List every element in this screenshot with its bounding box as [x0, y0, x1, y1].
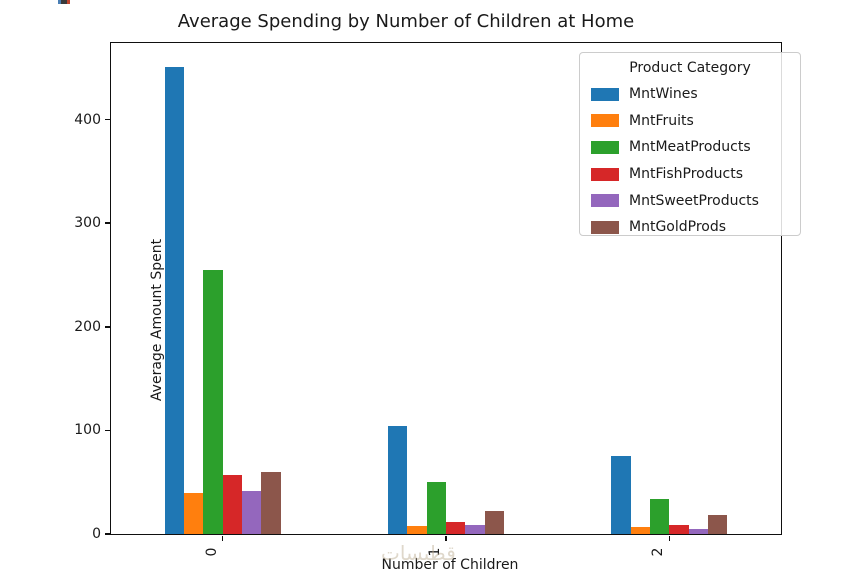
cropped-glyph-blue-fragment	[58, 0, 61, 4]
y-tick-label-100: 100	[74, 422, 101, 439]
legend-row-MntGoldProds: MntGoldProds	[580, 214, 800, 241]
y-tick-mark-0	[104, 533, 110, 535]
y-tick-mark-100	[104, 429, 110, 432]
cropped-edge-glyph	[58, 0, 70, 4]
legend-swatch-MntSweetProducts	[591, 194, 619, 208]
bar-MntSweetProducts-children-0	[242, 490, 262, 534]
legend-row-MntWines: MntWines	[580, 81, 800, 108]
y-tick-label-300: 300	[74, 215, 101, 232]
bar-MntFishProducts-children-2	[669, 524, 689, 534]
y-tick-label-0: 0	[92, 526, 101, 542]
bar-MntFishProducts-children-0	[222, 474, 242, 534]
legend-title: Product Category	[629, 60, 751, 76]
bar-MntFruits-children-0	[183, 492, 204, 534]
bar-MntGoldProds-children-1	[484, 511, 505, 534]
legend-label-MntSweetProducts: MntSweetProducts	[629, 192, 759, 209]
legend-row-MntSweetProducts: MntSweetProducts	[580, 187, 800, 214]
legend-row-MntFruits: MntFruits	[580, 108, 800, 135]
legend-swatch-MntFruits	[591, 114, 619, 128]
bar-MntMeatProducts-children-1	[426, 482, 446, 534]
legend-label-MntGoldProds: MntGoldProds	[629, 219, 727, 236]
legend-row-MntFishProducts: MntFishProducts	[580, 161, 800, 188]
y-tick-mark-300	[104, 222, 110, 224]
bar-MntFishProducts-children-1	[446, 521, 466, 534]
bar-MntFruits-children-1	[407, 525, 427, 534]
legend-label-MntFruits: MntFruits	[629, 112, 694, 129]
legend-swatch-MntGoldProds	[591, 220, 619, 234]
legend-swatch-MntFishProducts	[591, 167, 619, 181]
x-axis-label: Number of Children	[381, 557, 519, 573]
bar-MntGoldProds-children-2	[708, 515, 728, 534]
bar-MntMeatProducts-children-0	[203, 269, 223, 534]
x-tick-mark-1	[445, 535, 447, 541]
y-tick-mark-200	[104, 326, 110, 328]
bar-MntGoldProds-children-0	[261, 471, 281, 534]
x-tick-mark-2	[668, 535, 671, 541]
cropped-glyph-red-fragment	[67, 0, 70, 4]
legend-row-MntMeatProducts: MntMeatProducts	[580, 134, 800, 161]
watermark-text: قطبسات	[381, 541, 456, 565]
bar-MntMeatProducts-children-2	[649, 498, 670, 534]
bar-MntSweetProducts-children-1	[465, 524, 485, 534]
legend-label-MntMeatProducts: MntMeatProducts	[629, 139, 751, 156]
bar-MntFruits-children-2	[630, 526, 650, 534]
cropped-glyph-dark-fragment	[61, 0, 67, 4]
y-tick-mark-400	[104, 118, 110, 121]
legend-box: Product Category MntWines MntFruits MntMea…	[579, 52, 801, 236]
plot-area: Average Amount Spent 0 100 200 300 400 0 1 2	[74, 42, 782, 556]
legend-label-MntFishProducts: MntFishProducts	[629, 166, 743, 183]
bar-MntWines-children-0	[164, 66, 184, 534]
bar-MntWines-children-2	[611, 456, 631, 534]
chart-title: Average Spending by Number of Children a…	[177, 11, 635, 32]
legend-swatch-MntWines	[591, 87, 619, 101]
x-tick-mark-0	[221, 535, 224, 541]
bar-MntWines-children-1	[387, 426, 408, 534]
y-tick-label-400: 400	[74, 111, 101, 128]
y-tick-label-200: 200	[74, 318, 101, 335]
legend-rows: MntWines MntFruits MntMeatProducts MntFishP…	[580, 81, 800, 241]
legend-label-MntWines: MntWines	[629, 86, 698, 103]
legend-swatch-MntMeatProducts	[591, 140, 619, 154]
bar-MntSweetProducts-children-2	[688, 528, 709, 534]
